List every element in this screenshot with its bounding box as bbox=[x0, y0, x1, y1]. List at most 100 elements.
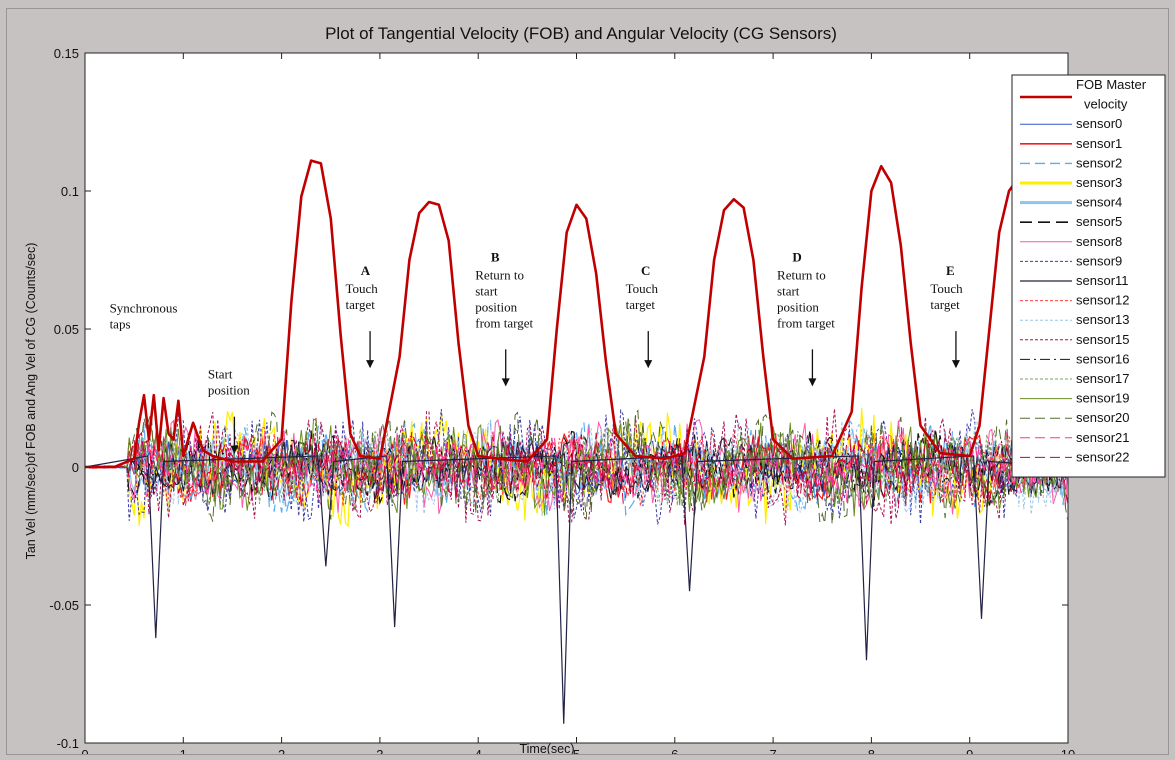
legend-label: sensor17 bbox=[1076, 371, 1129, 386]
legend-entry: sensor21 bbox=[1020, 430, 1129, 445]
sensor-line bbox=[85, 418, 1068, 517]
y-tick-label: 0.15 bbox=[54, 46, 79, 61]
annotation-text: target bbox=[626, 297, 656, 312]
annotation-letter: C bbox=[641, 263, 650, 278]
legend-entry: FOB Master velocity bbox=[1020, 77, 1147, 112]
annotation-text: Touch bbox=[345, 281, 378, 296]
legend-entry: sensor17 bbox=[1020, 371, 1129, 386]
legend-label: sensor15 bbox=[1076, 332, 1129, 347]
annotation-text: from target bbox=[777, 315, 835, 330]
y-tick-label: 0 bbox=[72, 460, 79, 475]
y-tick-label: 0.1 bbox=[61, 184, 79, 199]
legend-label: sensor2 bbox=[1076, 155, 1122, 170]
sensor-line bbox=[85, 408, 1068, 525]
legend-entry: sensor13 bbox=[1020, 312, 1129, 327]
legend-label: sensor16 bbox=[1076, 351, 1129, 366]
legend-label: sensor0 bbox=[1076, 116, 1122, 131]
annotation-letter: B bbox=[491, 249, 500, 264]
legend-label: sensor1 bbox=[1076, 136, 1122, 151]
arrow-head-icon bbox=[501, 378, 510, 387]
legend-label: sensor19 bbox=[1076, 391, 1129, 406]
legend-label: sensor12 bbox=[1076, 293, 1129, 308]
y-axis-label: Tan Vel (mm/sec)of FOB and Ang Vel of CG… bbox=[24, 243, 38, 560]
legend-box bbox=[1011, 74, 1166, 478]
legend-entry: sensor19 bbox=[1020, 391, 1129, 406]
annotation-text: start bbox=[475, 283, 498, 298]
legend-entry: sensor2 bbox=[1020, 155, 1122, 170]
axis-ticks: 0 1 2 3 4 5 6 7 8 9 10 -0.1 -0.05 0 0.05 0.1 0.15 bbox=[49, 46, 1075, 754]
annotation-letter: E bbox=[946, 263, 955, 278]
x-tick-label: 5 bbox=[573, 747, 580, 754]
legend-entry: sensor15 bbox=[1020, 332, 1129, 347]
legend-label: sensor21 bbox=[1076, 430, 1129, 445]
legend-entry: sensor5 bbox=[1020, 214, 1122, 229]
annotation-text: start bbox=[777, 283, 800, 298]
legend-label: sensor11 bbox=[1076, 273, 1129, 288]
legend-label: sensor3 bbox=[1076, 175, 1122, 190]
annotation-text: from target bbox=[475, 315, 533, 330]
sensor-line bbox=[85, 419, 1068, 516]
annotation-text: position bbox=[475, 299, 517, 314]
plot-lines bbox=[85, 159, 1068, 724]
arrow-head-icon bbox=[230, 445, 239, 454]
fob-master-velocity-line bbox=[85, 159, 1034, 469]
chart-title: Plot of Tangential Velocity (FOB) and An… bbox=[325, 24, 837, 43]
annotation-text: Synchronous bbox=[110, 300, 178, 315]
annotation-letter: D bbox=[792, 249, 801, 264]
chart: Plot of Tangential Velocity (FOB) and An… bbox=[24, 24, 1166, 754]
sensor-line bbox=[85, 431, 1068, 506]
legend-entry: sensor9 bbox=[1020, 253, 1122, 268]
sensor-line bbox=[85, 428, 1068, 506]
legend: FOB Master velocity sensor0 sensor1 sensor2 s… bbox=[1011, 74, 1166, 478]
arrow-head-icon bbox=[951, 360, 960, 369]
x-tick-label: 9 bbox=[966, 747, 973, 754]
x-tick-label: 0 bbox=[81, 747, 88, 754]
legend-entry: sensor20 bbox=[1020, 410, 1129, 425]
annotation-text: target bbox=[345, 297, 375, 312]
legend-label: sensor4 bbox=[1076, 195, 1122, 210]
annotation-text: Touch bbox=[930, 281, 963, 296]
legend-label: sensor20 bbox=[1076, 410, 1129, 425]
legend-entry: sensor16 bbox=[1020, 351, 1129, 366]
annotations: SynchronoustapsStartpositionATouchtarget… bbox=[110, 249, 963, 454]
legend-entry: sensor8 bbox=[1020, 234, 1122, 249]
legend-label: sensor13 bbox=[1076, 312, 1129, 327]
annotation-text: Return to bbox=[475, 267, 524, 282]
legend-label: sensor22 bbox=[1076, 449, 1129, 464]
legend-label: FOB Master bbox=[1076, 77, 1147, 92]
figure-window: Plot of Tangential Velocity (FOB) and An… bbox=[6, 8, 1169, 755]
x-tick-label: 1 bbox=[180, 747, 187, 754]
legend-entry: sensor4 bbox=[1020, 195, 1122, 210]
legend-entry: sensor22 bbox=[1020, 449, 1129, 464]
x-tick-label: 6 bbox=[671, 747, 678, 754]
arrow-head-icon bbox=[808, 378, 817, 387]
y-tick-label: -0.05 bbox=[49, 598, 79, 613]
x-tick-label: 8 bbox=[868, 747, 875, 754]
arrow-head-icon bbox=[366, 360, 375, 369]
x-tick-label: 3 bbox=[376, 747, 383, 754]
annotation-text: target bbox=[930, 297, 960, 312]
annotation-text: Start bbox=[208, 367, 233, 382]
annotation-text: Touch bbox=[626, 281, 659, 296]
annotation-text: Return to bbox=[777, 267, 826, 282]
legend-entry: sensor1 bbox=[1020, 136, 1122, 151]
x-tick-label: 2 bbox=[278, 747, 285, 754]
y-tick-label: 0.05 bbox=[54, 322, 79, 337]
legend-entry: sensor0 bbox=[1020, 116, 1122, 131]
legend-label: sensor5 bbox=[1076, 214, 1122, 229]
legend-entry: sensor12 bbox=[1020, 293, 1129, 308]
legend-label: sensor8 bbox=[1076, 234, 1122, 249]
x-axis-label: Time(sec) bbox=[519, 742, 574, 754]
annotation-text: position bbox=[777, 299, 819, 314]
x-tick-label: 7 bbox=[769, 747, 776, 754]
legend-label: sensor9 bbox=[1076, 253, 1122, 268]
annotation-letter: A bbox=[361, 263, 371, 278]
plot-area bbox=[84, 52, 1069, 744]
y-tick-label: -0.1 bbox=[57, 736, 79, 751]
legend-entry: sensor3 bbox=[1020, 175, 1122, 190]
